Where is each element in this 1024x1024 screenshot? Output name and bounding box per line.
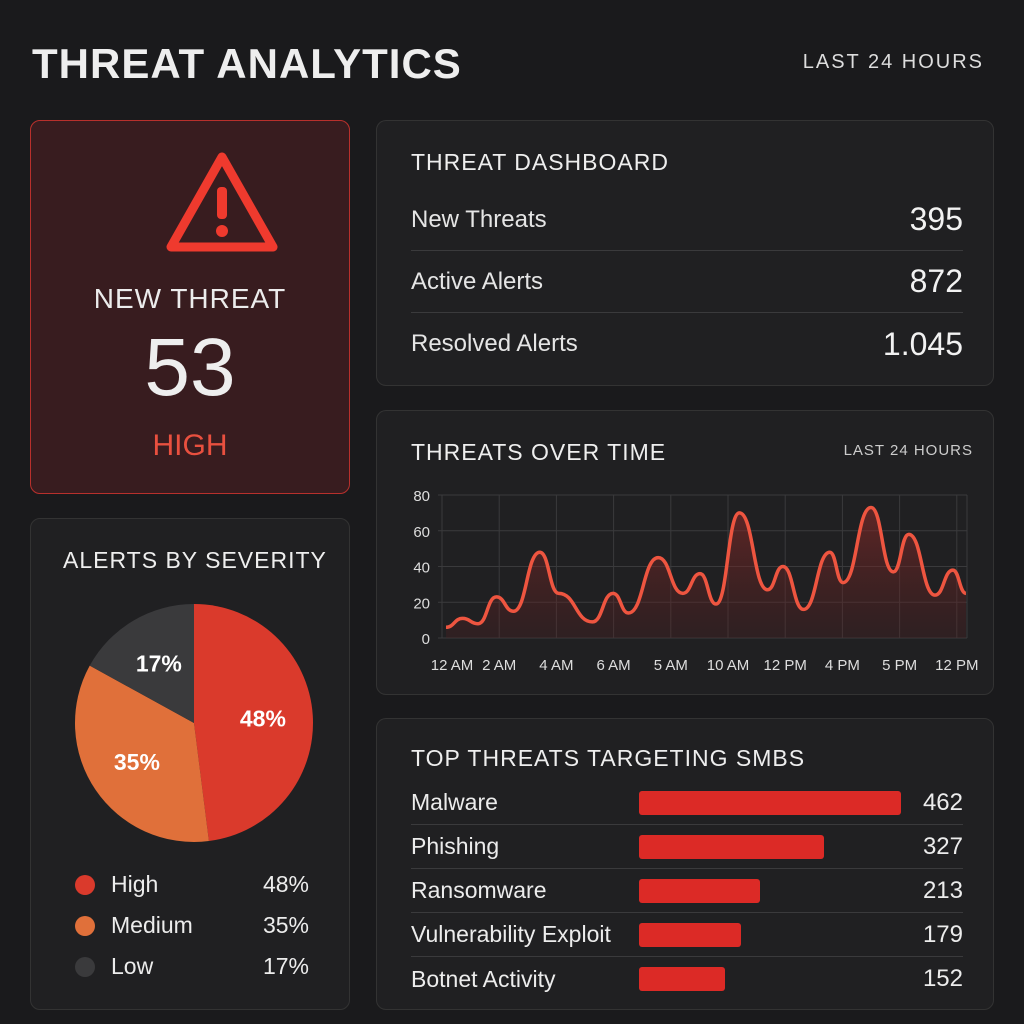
legend-pct: 35%: [262, 912, 309, 938]
threats-over-time: THREATS OVER TIME LAST 24 HOURS 0 20 40 60 8…: [376, 410, 994, 695]
threat-row: Malware 462: [411, 781, 963, 825]
y-tick-label: 0: [422, 631, 430, 648]
alerts-by-severity: ALERTS BY SEVERITY 48% 35% 17% High 48% Med…: [30, 518, 350, 1010]
threat-label: Phishing: [411, 833, 500, 859]
threat-label: Vulnerability Exploit: [411, 921, 611, 947]
chart-subtitle: LAST 24 HOURS: [843, 442, 973, 459]
threat-value: 462: [922, 788, 963, 816]
x-tick-label: 2 AM: [482, 657, 516, 674]
row-label: New Threats: [411, 205, 547, 233]
x-tick-label: 12 AM: [431, 657, 474, 674]
row-label: Resolved Alerts: [411, 330, 578, 357]
legend-item-medium: Medium 35%: [75, 912, 309, 939]
x-tick-label: 12 PM: [764, 657, 807, 674]
legend-item-low: Low 17%: [75, 953, 309, 980]
top-threats: TOP THREATS TARGETING SMBS Malware 462 Phi…: [376, 718, 994, 1010]
threat-label: Malware: [411, 789, 498, 815]
y-tick-label: 60: [413, 524, 430, 541]
pie-label: 35%: [114, 749, 160, 775]
x-tick-label: 5 PM: [882, 657, 917, 674]
threat-value: 152: [922, 965, 963, 992]
severity-title: ALERTS BY SEVERITY: [63, 547, 327, 573]
legend-label: Low: [111, 953, 154, 979]
pie-label: 17%: [136, 651, 182, 677]
y-tick-label: 80: [413, 488, 430, 505]
time-range[interactable]: LAST 24 HOURS: [802, 51, 984, 73]
area-fill: [446, 507, 966, 638]
dashboard-title: THREAT DASHBOARD: [411, 149, 669, 175]
pie-slice-high: [194, 604, 314, 842]
legend-dot: [75, 874, 95, 895]
pie-label: 48%: [240, 706, 286, 732]
dashboard-row: Resolved Alerts 1.045: [411, 313, 963, 375]
row-value: 872: [909, 263, 963, 299]
top-threats-title: TOP THREATS TARGETING SMBS: [411, 745, 806, 771]
alert-level: HIGH: [152, 429, 228, 462]
warning-triangle-icon: [166, 152, 278, 252]
alert-count: 53: [144, 322, 236, 413]
threat-bar: [639, 878, 760, 903]
threat-dashboard: THREAT DASHBOARD New Threats 395 Active A…: [376, 120, 994, 386]
legend-item-high: High 48%: [75, 871, 309, 898]
threat-bar: [639, 790, 901, 815]
legend-label: Medium: [111, 912, 193, 938]
row-value: 395: [909, 201, 963, 237]
legend-dot: [75, 915, 95, 936]
legend-pct: 17%: [262, 953, 309, 979]
threat-bar: [639, 922, 741, 947]
threat-bar: [639, 834, 825, 859]
threat-value: 179: [922, 920, 963, 948]
y-tick-label: 40: [413, 560, 430, 577]
x-tick-label: 12 PM: [935, 657, 978, 674]
threat-row: Botnet Activity 152: [411, 957, 963, 1001]
pie-slice-low: [89, 604, 194, 723]
legend-pct: 48%: [262, 871, 309, 897]
x-tick-label: 10 AM: [707, 657, 750, 674]
legend-dot: [75, 956, 95, 977]
threat-row: Phishing 327: [411, 825, 963, 869]
legend-label: High: [111, 871, 159, 897]
row-value: 1.045: [882, 325, 963, 362]
threat-bar: [639, 967, 726, 991]
threat-row: Vulnerability Exploit 179: [411, 913, 963, 957]
x-tick-label: 4 PM: [825, 657, 860, 674]
threat-value: 213: [922, 876, 963, 904]
page-title: THREAT ANALYTICS: [32, 40, 462, 87]
row-label: Active Alerts: [411, 267, 544, 295]
x-tick-label: 6 AM: [597, 657, 631, 674]
threat-label: Botnet Activity: [411, 965, 556, 992]
severity-pie: 48% 35% 17%: [75, 604, 314, 842]
line-chart: 0 20 40 60 80 12 AM 2 AM 4 AM 6 AM 5 AM 10 AM 12 PM…: [413, 488, 978, 674]
new-threat-card: NEW THREAT 53 HIGH: [30, 120, 350, 494]
pie-slice-medium: [75, 665, 209, 842]
dashboard-row: New Threats 395: [411, 189, 963, 251]
threat-row: Ransomware 213: [411, 869, 963, 913]
x-tick-label: 5 AM: [654, 657, 688, 674]
threat-value: 327: [922, 832, 963, 860]
chart-title: THREATS OVER TIME: [411, 439, 667, 465]
y-tick-label: 20: [413, 595, 430, 612]
alert-label: NEW THREAT: [93, 283, 287, 314]
threat-label: Ransomware: [411, 877, 547, 903]
x-tick-label: 4 AM: [539, 657, 573, 674]
dashboard-row: Active Alerts 872: [411, 251, 963, 313]
